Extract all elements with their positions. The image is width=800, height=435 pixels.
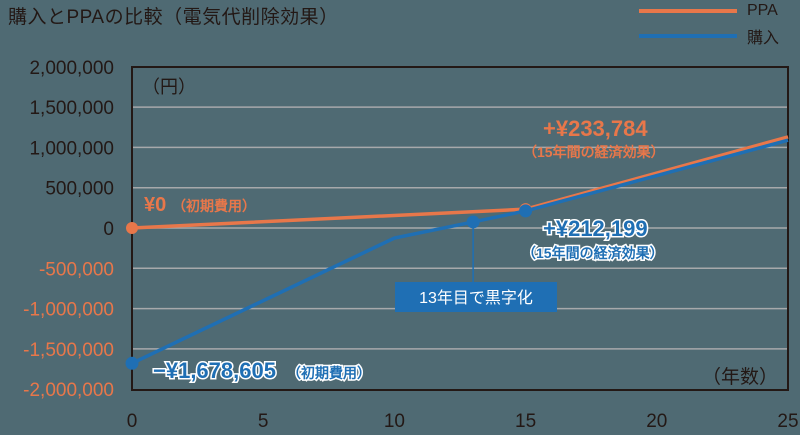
buy-start-value: −¥1,678,605 <box>153 358 276 383</box>
y-tick-label: 0 <box>103 219 114 240</box>
x-tick-label: 10 <box>384 411 405 432</box>
x-tick-label: 5 <box>258 411 269 432</box>
ppa-15-value: +¥233,784 <box>543 116 648 141</box>
ppa-start-value: ¥0 <box>144 194 166 216</box>
x-unit-label: （年数） <box>702 366 778 388</box>
y-tick-label: -2,000,000 <box>23 380 114 401</box>
y-tick-label: 500,000 <box>45 179 114 200</box>
chart-title: 購入とPPAの比較（電気代削除効果） <box>8 7 339 28</box>
legend-item-ppa: PPA <box>639 2 778 20</box>
breakeven-label-box <box>395 282 557 312</box>
breakeven-marker <box>466 215 480 229</box>
y-tick-label: 1,000,000 <box>29 138 114 159</box>
buy-start-note: （初期費用） <box>287 365 371 381</box>
plot-frame <box>131 66 789 391</box>
x-tick-label: 15 <box>515 411 536 432</box>
legend-label-ppa: PPA <box>747 2 778 19</box>
x-tick-label: 20 <box>646 411 667 432</box>
x-tick-label: 0 <box>127 411 138 432</box>
buy-15-note: （15年間の経済効果） <box>522 245 664 261</box>
legend-swatch-ppa <box>639 9 737 13</box>
x-tick-label: 25 <box>777 411 798 432</box>
legend-label-buy: 購入 <box>747 30 780 47</box>
ppa-start-note: （初期費用） <box>172 198 256 214</box>
y-unit-label: （円） <box>142 77 196 97</box>
y-tick-label: 2,000,000 <box>29 58 114 79</box>
legend-swatch-buy <box>639 34 737 38</box>
buy-15-value: +¥212,199 <box>543 216 648 241</box>
y-tick-label: -1,500,000 <box>23 340 114 361</box>
breakeven-label: 13年目で黒字化 <box>419 289 533 307</box>
y-tick-label: -500,000 <box>39 259 114 280</box>
ppa-15-note: （15年間の経済効果） <box>523 144 665 160</box>
legend-item-buy: 購入 <box>639 24 779 48</box>
ppa-start-marker <box>126 222 138 234</box>
series-line-buy <box>131 138 789 365</box>
buy-15-marker <box>519 204 533 218</box>
y-tick-label: 1,500,000 <box>29 98 114 119</box>
buy-start-marker <box>125 356 139 370</box>
series-line-ppa <box>131 135 789 230</box>
y-tick-label: -1,000,000 <box>23 300 114 321</box>
